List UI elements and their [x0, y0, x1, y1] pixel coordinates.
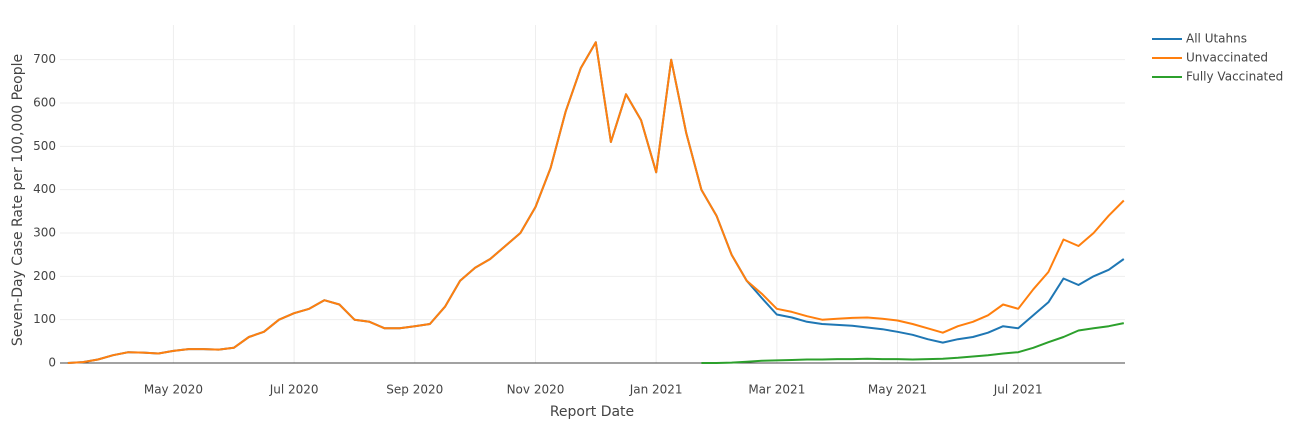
x-tick-label: Mar 2021	[748, 383, 805, 397]
y-tick-label: 300	[33, 226, 56, 240]
y-tick-label: 500	[33, 139, 56, 153]
x-axis-title: Report Date	[550, 404, 634, 420]
x-tick-label: Nov 2020	[507, 383, 565, 397]
y-tick-label: 700	[33, 52, 56, 66]
x-tick-label: Jul 2021	[993, 383, 1043, 397]
x-tick-label: Sep 2020	[386, 383, 443, 397]
y-tick-label: 0	[48, 356, 56, 370]
legend-label: Unvaccinated	[1186, 51, 1268, 65]
y-tick-label: 100	[33, 312, 56, 326]
line-series	[67, 41, 1125, 364]
y-tick-label: 400	[33, 182, 56, 196]
legend-label: All Utahns	[1186, 32, 1247, 46]
y-tick-label: 200	[33, 269, 56, 283]
line-series	[67, 41, 1125, 364]
x-tick-label: Jul 2020	[269, 383, 319, 397]
legend-label: Fully Vaccinated	[1186, 70, 1283, 84]
line-series	[701, 322, 1125, 364]
y-axis-title: Seven-Day Case Rate per 100,000 People	[10, 54, 26, 346]
x-tick-label: Jan 2021	[629, 383, 683, 397]
x-tick-label: May 2021	[868, 383, 927, 397]
y-tick-label: 600	[33, 96, 56, 110]
x-tick-label: May 2020	[144, 383, 203, 397]
